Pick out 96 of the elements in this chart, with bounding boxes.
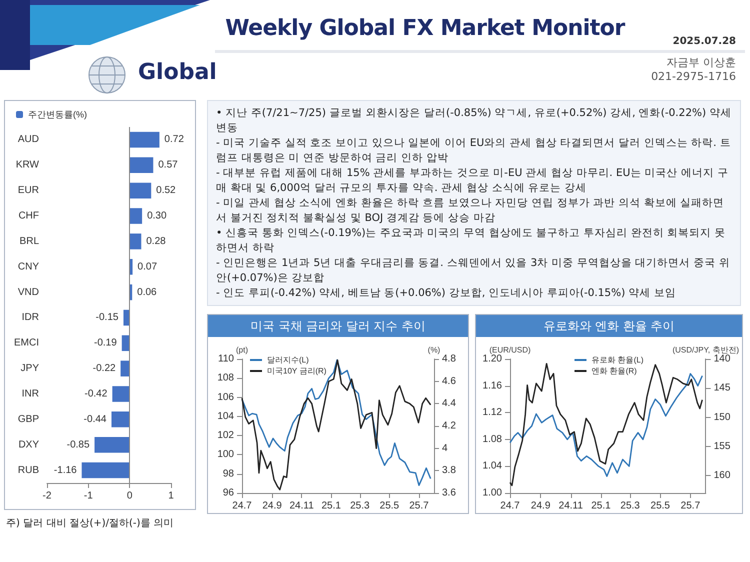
text: - 미국 기술주 실적 호조 보이고 있으나 일본에 이어 EU와의 관세 협상 타결되면서 달러 인덱스는 하락. 트럼프 대통령은 미 연준 방문하여 금리 인하 압박 bbox=[216, 136, 732, 165]
y-tick-label: CHF bbox=[18, 210, 39, 222]
text: - 대부분 유럽 제품에 대해 15% 관세를 부과하는 것으로 미-EU 관세 협상 마무리. EU는 미국산 에너지 구매 확대 및 6,000억 달러 규모의 투자를 약속. 관세 협상 소식에 유로는 강세 bbox=[216, 166, 730, 195]
y-tick-label: BRL bbox=[20, 236, 40, 247]
data-label: -1.16 bbox=[54, 464, 78, 476]
y-tick-label: JPY bbox=[20, 363, 40, 374]
y2-tick-label: 145 bbox=[714, 382, 731, 394]
y2-tick-label: 160 bbox=[714, 470, 731, 482]
text: 자금부 이상훈 bbox=[666, 56, 736, 70]
y2-tick-label: 4.4 bbox=[442, 398, 456, 410]
text: • 신흥국 통화 인덱스(-0.19%)는 주요국과 미국의 무역 협상에도 불구하고 투자심리 완전히 회복되지 못하면서 하락 bbox=[216, 226, 727, 255]
data-label: 0.28 bbox=[146, 236, 166, 247]
x-tick-label: 25.1 bbox=[591, 500, 612, 512]
y-tick-label: 102 bbox=[217, 430, 234, 442]
y2-tick-label: 3.6 bbox=[442, 488, 456, 498]
data-label: 0.06 bbox=[137, 286, 158, 298]
text: Weekly Global FX Market Monitor bbox=[224, 16, 626, 41]
x-tick-label: 1 bbox=[168, 490, 174, 502]
data-label: -0.15 bbox=[96, 312, 119, 324]
y2-axis-title: (USD/JPY, 축반전) bbox=[672, 346, 740, 355]
data-label: 0.52 bbox=[156, 185, 176, 196]
data-label: 0.30 bbox=[147, 210, 167, 222]
x-tick-label: 24.7 bbox=[500, 500, 520, 512]
y2-axis-title: (%) bbox=[428, 346, 441, 355]
y2-tick-label: 4 bbox=[442, 442, 448, 454]
y-tick-label: 106 bbox=[217, 392, 234, 403]
x-tick-label: 25.5 bbox=[650, 500, 670, 512]
y-tick-label: EMCI bbox=[14, 338, 39, 349]
legend-label: 엔화 환율(R) bbox=[592, 366, 638, 376]
x-tick-label: 0 bbox=[126, 490, 133, 502]
y-tick-label: KRW bbox=[16, 160, 40, 171]
y-tick-label: 1.00 bbox=[482, 488, 502, 498]
y-tick-label: VND bbox=[18, 286, 39, 298]
y2-tick-label: 4.6 bbox=[442, 376, 456, 387]
y-tick-label: 1.20 bbox=[482, 354, 502, 364]
y-tick-label: GBP bbox=[18, 414, 40, 425]
y-tick-label: 1.04 bbox=[482, 460, 502, 472]
data-label: 0.57 bbox=[158, 160, 178, 171]
y-tick-label: DXY bbox=[18, 439, 40, 450]
y-tick-label: 1.08 bbox=[482, 434, 502, 445]
data-label: -0.42 bbox=[84, 388, 108, 400]
y2-tick-label: 140 bbox=[714, 354, 731, 364]
legend-label: 미국10Y 금리(R) bbox=[267, 366, 327, 376]
x-tick-label: 25.7 bbox=[680, 500, 701, 512]
text: • 지난 주(7/21~7/25) 글로벌 외환시장은 달러(-0.85%) 약ㄱ세, 유로(+0.52%) 강세, 엔화(-0.22%) 약세 변동 bbox=[216, 106, 732, 135]
y-tick-label: RUB bbox=[18, 464, 40, 476]
chart-title: 유로화와 엔화 환율 추이 bbox=[476, 315, 742, 337]
legend-label: 달러지수(L) bbox=[267, 356, 310, 364]
data-label: 0.72 bbox=[164, 134, 184, 146]
y-tick-label: 1.12 bbox=[482, 407, 502, 418]
y-tick-label: 100 bbox=[217, 449, 234, 460]
y-tick-label: 96 bbox=[222, 488, 234, 498]
y-axis-title: (EUR/USD) bbox=[489, 346, 531, 355]
y2-tick-label: 155 bbox=[714, 440, 731, 452]
x-tick-label: 25.3 bbox=[350, 500, 370, 512]
y-tick-label: AUD bbox=[18, 134, 39, 146]
text: 주) 달러 대비 절상(+)/절하(-)를 의미 bbox=[6, 517, 174, 530]
x-tick-label: 25.5 bbox=[380, 500, 400, 512]
y-tick-label: CNY bbox=[18, 261, 40, 272]
x-tick-label: -1 bbox=[84, 490, 94, 502]
x-tick-label: 24.9 bbox=[262, 500, 282, 512]
y2-tick-label: 4.2 bbox=[442, 420, 456, 432]
y-tick-label: 108 bbox=[217, 372, 234, 384]
y2-tick-label: 4.8 bbox=[442, 354, 456, 364]
text: - 인도 루피(-0.42%) 약세, 베트남 동(+0.06%) 강보합, 인도네시아 루피아(-0.15%) 약세 보임 bbox=[216, 286, 677, 300]
text: 021-2975-1716 bbox=[651, 70, 736, 84]
data-label: -0.19 bbox=[94, 338, 118, 349]
x-tick-label: 24.7 bbox=[232, 500, 252, 512]
x-tick-label: -2 bbox=[42, 490, 52, 502]
y2-tick-label: 3.8 bbox=[442, 465, 456, 476]
y-tick-label: INR bbox=[22, 388, 39, 400]
x-tick-label: 24.9 bbox=[530, 500, 551, 512]
y-tick-label: 98 bbox=[222, 468, 234, 480]
y-axis-title: (pt) bbox=[236, 346, 248, 355]
data-label: -0.22 bbox=[92, 363, 116, 374]
y-tick-label: IDR bbox=[22, 312, 39, 324]
x-tick-label: 25.1 bbox=[321, 500, 342, 512]
chart-title: 미국 국채 금리와 달러 지수 추이 bbox=[208, 315, 468, 337]
x-tick-label: 25.7 bbox=[409, 500, 430, 512]
y-tick-label: 104 bbox=[217, 410, 234, 422]
x-tick-label: 24.11 bbox=[289, 500, 314, 512]
y2-tick-label: 150 bbox=[714, 412, 731, 423]
x-tick-label: 25.3 bbox=[620, 500, 640, 512]
y-tick-label: EUR bbox=[18, 185, 39, 196]
data-label: 0.07 bbox=[138, 261, 158, 272]
data-label: -0.44 bbox=[84, 414, 107, 425]
y-tick-label: 110 bbox=[218, 354, 234, 364]
text: 2025.07.28 bbox=[672, 36, 736, 47]
legend-label: 주간변동률(%) bbox=[28, 110, 87, 120]
x-tick-label: 24.11 bbox=[558, 500, 584, 512]
legend-label: 유로화 환율(L) bbox=[592, 356, 644, 364]
text: - 인민은행은 1년과 5년 대출 우대금리를 동결. 스웨덴에서 있을 3차 미중 무역협상을 대기하면서 중국 위안(+0.07%)은 강보합 bbox=[216, 256, 731, 285]
y-tick-label: 1.16 bbox=[482, 380, 502, 392]
text: - 미일 관세 협상 소식에 엔화 환율은 하락 흐름 보였으나 자민당 연립 정부가 과반 의석 확보에 실패하면서 불거진 정치적 불확실성 및 BOJ 경계감 등에 상승 마감 bbox=[216, 196, 726, 225]
text: Global bbox=[138, 60, 217, 85]
data-label: -0.85 bbox=[66, 439, 90, 450]
